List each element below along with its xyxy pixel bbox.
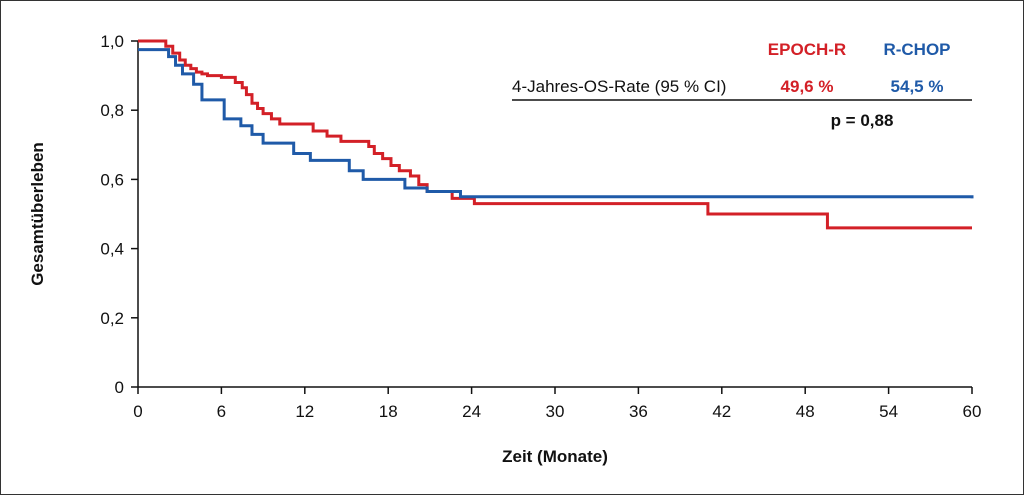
legend-value-r-chop: 54,5 % <box>891 77 944 96</box>
x-tick-label: 6 <box>217 402 226 421</box>
legend: EPOCH-R R-CHOP 4-Jahres-OS-Rate (95 % CI… <box>512 40 972 130</box>
x-tick-label: 0 <box>133 402 142 421</box>
x-tick-label: 12 <box>295 402 314 421</box>
legend-value-epoch-r: 49,6 % <box>781 77 834 96</box>
legend-row-label: 4-Jahres-OS-Rate (95 % CI) <box>512 77 726 96</box>
x-tick-label: 18 <box>379 402 398 421</box>
legend-header-r-chop: R-CHOP <box>883 40 950 59</box>
x-tick-label: 24 <box>462 402 481 421</box>
y-tick-label: 0 <box>115 378 124 397</box>
legend-header-epoch-r: EPOCH-R <box>768 40 846 59</box>
y-tick-label: 0,6 <box>100 170 124 189</box>
x-tick-label: 48 <box>796 402 815 421</box>
y-tick-label: 1,0 <box>100 32 124 51</box>
series-group <box>138 39 974 230</box>
x-tick-label: 30 <box>546 402 565 421</box>
x-tick-label: 54 <box>879 402 898 421</box>
series-line-r-chop <box>138 48 974 199</box>
y-tick-label: 0,2 <box>100 309 124 328</box>
y-axis-title: Gesamtüberleben <box>28 142 47 286</box>
axes: 0 6 12 18 24 30 36 42 48 54 60 0 0,2 0,4 0,6 0,8 1,0 <box>100 32 981 421</box>
x-tick-label: 36 <box>629 402 648 421</box>
x-tick-label: 42 <box>712 402 731 421</box>
y-tick-label: 0,4 <box>100 240 124 259</box>
series-line-epoch-r <box>138 39 972 230</box>
x-axis-title: Zeit (Monate) <box>502 447 608 466</box>
y-tick-label: 0,8 <box>100 101 124 120</box>
x-tick-label: 60 <box>963 402 982 421</box>
p-value: p = 0,88 <box>831 111 894 130</box>
